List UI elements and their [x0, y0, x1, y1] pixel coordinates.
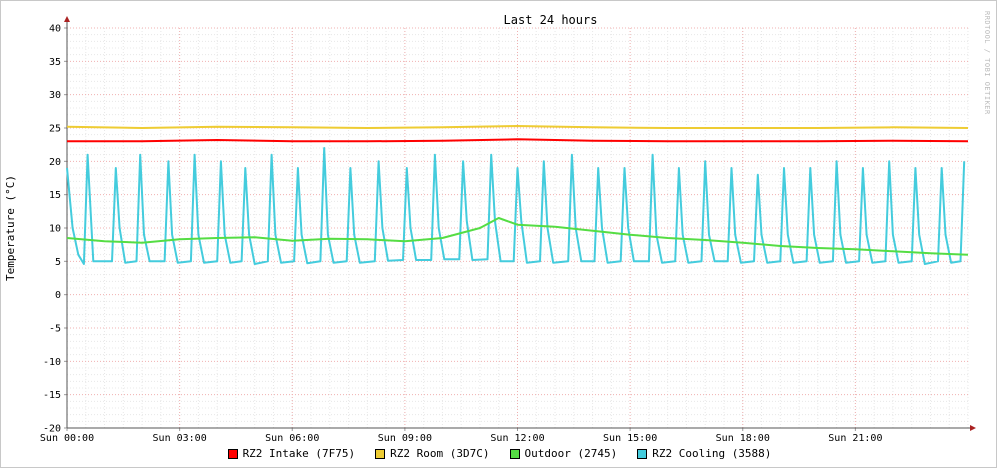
x-tick-label: Sun 12:00	[490, 433, 544, 444]
legend-item: RZ2 Cooling (3588)	[637, 447, 771, 460]
legend-label: RZ2 Room (3D7C)	[390, 447, 490, 460]
series-line-0	[67, 138, 969, 143]
x-tick-label: Sun 09:00	[378, 433, 432, 444]
legend-label: RZ2 Cooling (3588)	[652, 447, 772, 460]
y-tick-label: 30	[49, 90, 61, 101]
y-tick-label: 25	[49, 124, 61, 135]
legend-swatch-icon	[509, 448, 520, 459]
y-tick-label: -10	[43, 357, 61, 368]
grid	[66, 27, 969, 429]
y-tick-label: -20	[43, 424, 61, 435]
x-tick-label: Sun 21:00	[828, 433, 882, 444]
y-axis-label: Temperature (°C)	[4, 175, 17, 281]
y-tick-label: 35	[49, 57, 61, 68]
axes	[64, 16, 976, 431]
legend-item: Outdoor (2745)	[509, 447, 618, 460]
x-tick-label: Sun 18:00	[716, 433, 770, 444]
legend-swatch-icon	[375, 448, 386, 459]
x-tick-label: Sun 03:00	[153, 433, 207, 444]
y-tick-label: 40	[49, 24, 61, 35]
x-tick-label: Sun 06:00	[265, 433, 319, 444]
x-tick-label: Sun 15:00	[603, 433, 657, 444]
series-line-2	[66, 217, 969, 256]
legend-item: RZ2 Room (3D7C)	[375, 447, 490, 460]
y-tick-label: 5	[55, 257, 61, 268]
y-tick-label: -15	[43, 390, 61, 401]
legend-swatch-icon	[227, 448, 238, 459]
y-axis-arrow-icon	[64, 16, 70, 22]
legend-swatch-icon	[637, 448, 648, 459]
series-line-3	[66, 147, 966, 265]
y-tick-label: 10	[49, 224, 61, 235]
legend-item: RZ2 Intake (7F75)	[227, 447, 356, 460]
x-axis-arrow-icon	[970, 425, 976, 431]
legend-label: RZ2 Intake (7F75)	[242, 447, 356, 460]
legend-label: Outdoor (2745)	[524, 447, 618, 460]
watermark: RRDTOOL / TOBI OETIKER	[983, 11, 991, 115]
y-tick-label: 0	[55, 290, 61, 301]
series-lines	[66, 125, 969, 265]
chart-title: Last 24 hours	[504, 13, 598, 27]
x-tick-label: Sun 00:00	[40, 433, 94, 444]
y-tick-label: 15	[49, 190, 61, 201]
y-tick-label: 20	[49, 157, 61, 168]
y-tick-label: -5	[49, 324, 61, 335]
series-line-1	[66, 125, 969, 129]
legend: RZ2 Intake (7F75) RZ2 Room (3D7C) Outdoor …	[1, 447, 997, 460]
